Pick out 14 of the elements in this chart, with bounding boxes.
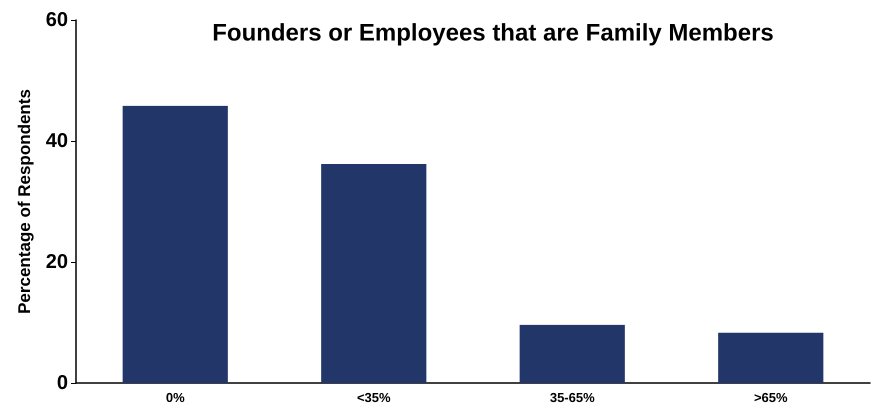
chart-title: Founders or Employees that are Family Members <box>212 20 774 46</box>
x-tick-label: 0% <box>166 390 186 405</box>
bar <box>122 106 228 383</box>
y-axis-title: Percentage of Respondents <box>15 89 34 314</box>
bar <box>520 324 625 383</box>
bar <box>321 164 426 383</box>
x-tick-label: 35-65% <box>550 390 596 405</box>
y-tick-label: 60 <box>46 9 68 31</box>
x-tick-label: <35% <box>356 390 391 405</box>
y-tick-label: 40 <box>46 130 68 152</box>
bar <box>718 332 824 383</box>
x-tick-label: >65% <box>754 390 788 405</box>
y-tick-label: 0 <box>56 372 68 394</box>
y-tick-label: 20 <box>46 251 68 273</box>
